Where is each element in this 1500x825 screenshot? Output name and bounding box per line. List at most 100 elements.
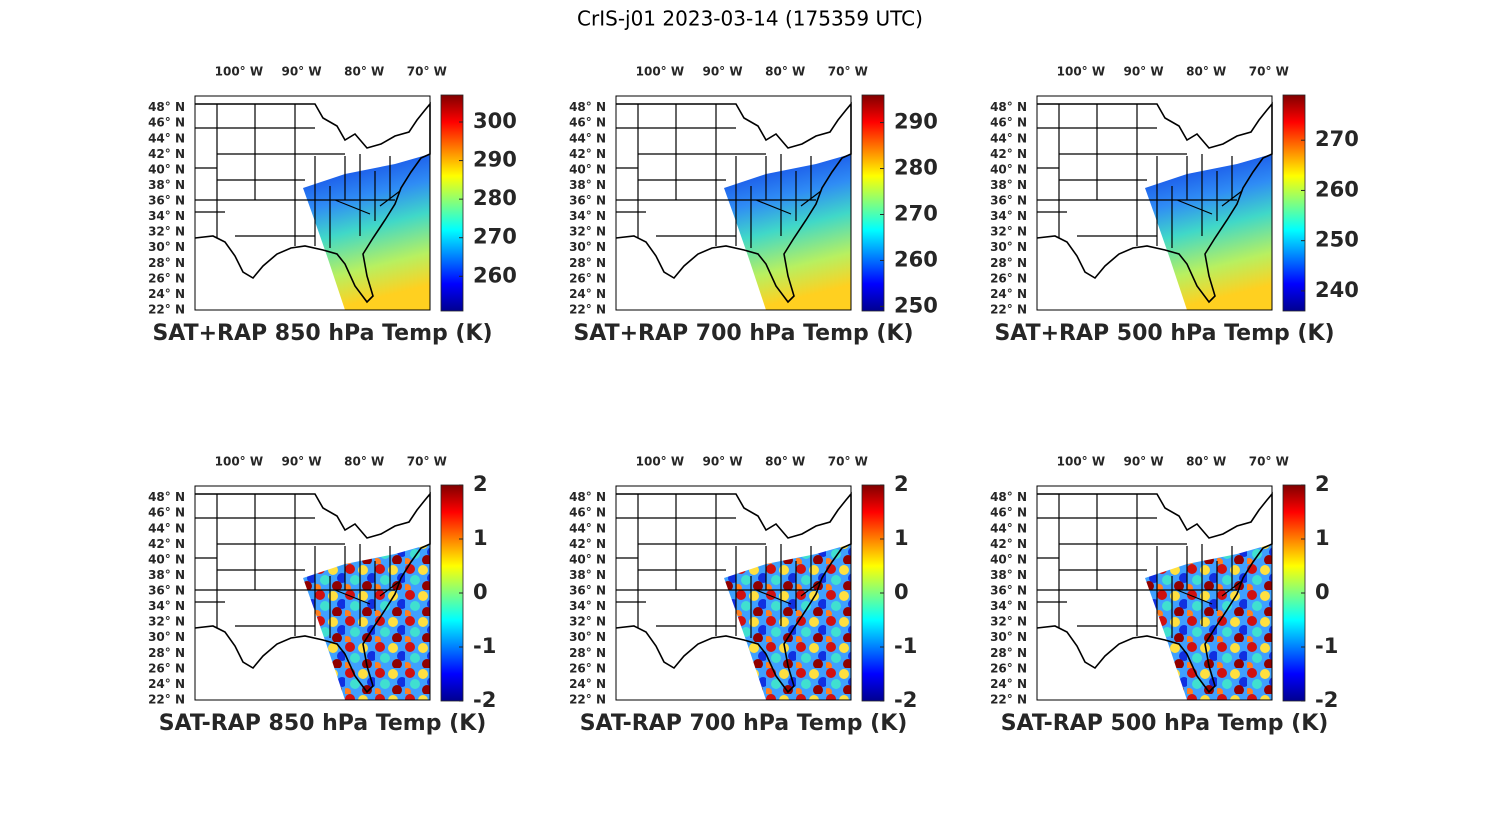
- colorbar: [440, 94, 464, 312]
- lon-tick-label: 90° W: [281, 65, 321, 79]
- lon-tick-label: 100° W: [1057, 65, 1105, 79]
- lat-tick-label: 34° N: [990, 209, 1027, 223]
- lat-tick-label: 46° N: [990, 506, 1027, 520]
- lat-tick-label: 28° N: [990, 646, 1027, 660]
- panel-title: SAT+RAP 500 hPa Temp (K): [994, 321, 1334, 346]
- lat-tick-label: 48° N: [148, 490, 185, 504]
- map-panel: 100° W 90° W 80° W 70° W 22° N 24° N 26° N28° …: [990, 455, 1338, 737]
- lon-tick-label: 100° W: [636, 65, 684, 79]
- colorbar-tick-label: -2: [894, 688, 917, 712]
- lon-tick-label: 70° W: [407, 65, 447, 79]
- lat-tick-label: 22° N: [990, 303, 1027, 317]
- state-borders: [195, 494, 401, 638]
- lat-tick-label: 26° N: [990, 271, 1027, 285]
- lat-tick-label: 40° N: [569, 552, 606, 566]
- colorbar-tick-label: 290: [473, 148, 517, 172]
- lat-tick-label: 24° N: [148, 287, 185, 301]
- lat-tick-label: 46° N: [148, 116, 185, 130]
- lat-tick-label: 38° N: [990, 568, 1027, 582]
- lat-tick-label: 30° N: [990, 630, 1027, 644]
- lat-tick-label: 48° N: [148, 100, 185, 114]
- colorbar-tick-label: 250: [1315, 228, 1359, 252]
- map-panel: 100° W 90° W 80° W 70° W 22° N 24° N 26° N28° …: [148, 455, 496, 737]
- lat-tick-label: 46° N: [990, 116, 1027, 130]
- map-frame: [194, 485, 431, 701]
- lon-tick-label: 70° W: [1249, 65, 1289, 79]
- lon-tick-label: 80° W: [765, 455, 805, 469]
- colorbar-tick-label: -2: [473, 688, 496, 712]
- lat-tick-label: 22° N: [990, 693, 1027, 707]
- lat-tick-label: 26° N: [990, 661, 1027, 675]
- lon-tick-label: 80° W: [344, 455, 384, 469]
- colorbar-tick-label: 260: [473, 263, 517, 287]
- lon-tick-label: 70° W: [828, 65, 868, 79]
- lat-tick-label: 48° N: [990, 490, 1027, 504]
- map-panel: 100° W 90° W 80° W 70° W 22° N 24° N 26° N28° …: [569, 455, 917, 737]
- lon-tick-label: 80° W: [1186, 65, 1226, 79]
- coastline: [194, 101, 431, 304]
- lat-tick-label: 24° N: [990, 677, 1027, 691]
- lon-tick-label: 90° W: [281, 455, 321, 469]
- lat-tick-label: 34° N: [569, 599, 606, 613]
- colorbar-tick-label: -1: [894, 634, 917, 658]
- colorbar-tick-label: 2: [1315, 472, 1330, 496]
- map-panel: 100° W 90° W 80° W 70° W 22° N 24° N 26° N28° …: [569, 65, 938, 347]
- lat-tick-label: 34° N: [148, 209, 185, 223]
- lon-tick-label: 100° W: [215, 455, 263, 469]
- lat-tick-label: 34° N: [569, 209, 606, 223]
- panel-title: SAT-RAP 850 hPa Temp (K): [159, 711, 487, 736]
- coastline: [194, 491, 431, 694]
- state-borders: [1037, 104, 1243, 248]
- map-frame: [194, 95, 431, 311]
- lat-tick-label: 26° N: [148, 271, 185, 285]
- lat-tick-label: 40° N: [569, 162, 606, 176]
- coastline: [615, 491, 852, 694]
- lat-tick-label: 42° N: [148, 147, 185, 161]
- lat-tick-label: 30° N: [569, 240, 606, 254]
- lat-tick-label: 30° N: [990, 240, 1027, 254]
- lon-tick-label: 90° W: [1123, 65, 1163, 79]
- lon-tick-label: 70° W: [407, 455, 447, 469]
- colorbar-tick-label: 280: [473, 186, 517, 210]
- coastline: [1036, 491, 1273, 694]
- lon-tick-label: 70° W: [1249, 455, 1289, 469]
- lat-tick-label: 44° N: [990, 521, 1027, 535]
- state-borders: [616, 104, 822, 248]
- panel-title: SAT-RAP 700 hPa Temp (K): [580, 711, 908, 736]
- colorbar: [1282, 94, 1306, 312]
- panel-title: SAT-RAP 500 hPa Temp (K): [1001, 711, 1329, 736]
- lat-tick-label: 28° N: [148, 646, 185, 660]
- lon-tick-label: 90° W: [702, 65, 742, 79]
- colorbar-tick-label: 290: [894, 110, 938, 134]
- lat-tick-label: 40° N: [990, 162, 1027, 176]
- colorbar-tick-label: 270: [473, 225, 517, 249]
- map-panel: 100° W 90° W 80° W 70° W 22° N 24° N 26° N28° …: [148, 65, 517, 347]
- lat-tick-label: 36° N: [990, 584, 1027, 598]
- lon-tick-label: 90° W: [702, 455, 742, 469]
- coastline: [615, 101, 852, 304]
- lat-tick-label: 22° N: [569, 693, 606, 707]
- lat-tick-label: 28° N: [569, 646, 606, 660]
- lat-tick-label: 48° N: [569, 490, 606, 504]
- colorbar-tick-label: 280: [894, 156, 938, 180]
- lat-tick-label: 30° N: [148, 630, 185, 644]
- state-borders: [616, 494, 822, 638]
- lon-tick-label: 100° W: [215, 65, 263, 79]
- lat-tick-label: 24° N: [990, 287, 1027, 301]
- lat-tick-label: 46° N: [569, 506, 606, 520]
- colorbar-tick-label: 260: [1315, 177, 1359, 201]
- lat-tick-label: 44° N: [569, 131, 606, 145]
- colorbar-tick-label: -2: [1315, 688, 1338, 712]
- lat-tick-label: 26° N: [569, 661, 606, 675]
- lat-tick-label: 22° N: [148, 303, 185, 317]
- lat-tick-label: 30° N: [148, 240, 185, 254]
- coastline: [1036, 101, 1273, 304]
- lat-tick-label: 38° N: [990, 178, 1027, 192]
- lat-tick-label: 24° N: [569, 287, 606, 301]
- lat-tick-label: 36° N: [569, 194, 606, 208]
- lat-tick-label: 44° N: [990, 131, 1027, 145]
- lat-tick-label: 38° N: [148, 568, 185, 582]
- colorbar-tick-label: 1: [1315, 526, 1330, 550]
- map-frame: [1036, 95, 1273, 311]
- colorbar-tick-label: 0: [894, 580, 909, 604]
